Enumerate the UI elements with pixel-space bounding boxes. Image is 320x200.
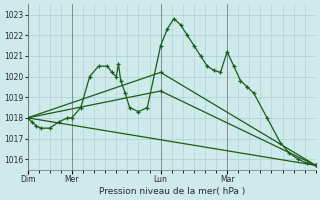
X-axis label: Pression niveau de la mer( hPa ): Pression niveau de la mer( hPa ): [99, 187, 245, 196]
